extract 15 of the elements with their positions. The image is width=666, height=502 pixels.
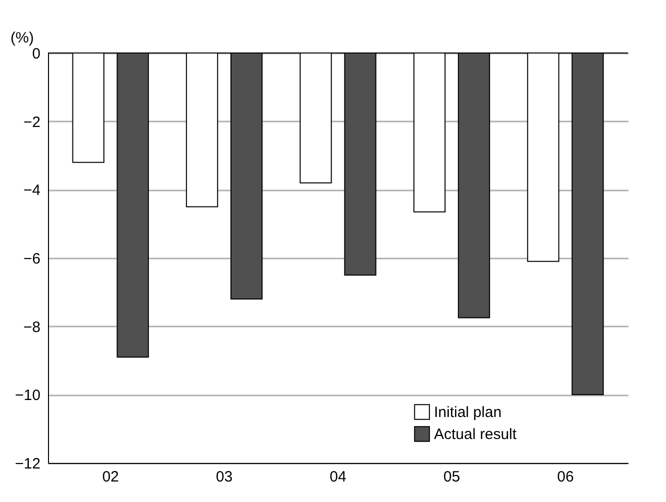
x-tick-label: 06	[557, 468, 574, 486]
y-tick-label: 0	[32, 46, 40, 62]
x-tick-label: 05	[443, 468, 460, 486]
y-tick-label: −8	[23, 318, 40, 336]
y-axis-title: (%)	[10, 30, 34, 46]
y-tick-label: −10	[15, 387, 40, 404]
y-tick-label: −6	[23, 250, 40, 268]
legend-label: Initial plan	[434, 404, 502, 421]
legend-label: Actual result	[434, 426, 518, 443]
y-tick-label: −12	[15, 456, 40, 472]
x-tick-label: 04	[330, 468, 346, 486]
x-tick-label: 02	[102, 468, 119, 486]
y-tick-label: −2	[23, 114, 40, 131]
y-tick-label: −4	[23, 182, 40, 200]
x-tick-label: 03	[216, 468, 233, 486]
